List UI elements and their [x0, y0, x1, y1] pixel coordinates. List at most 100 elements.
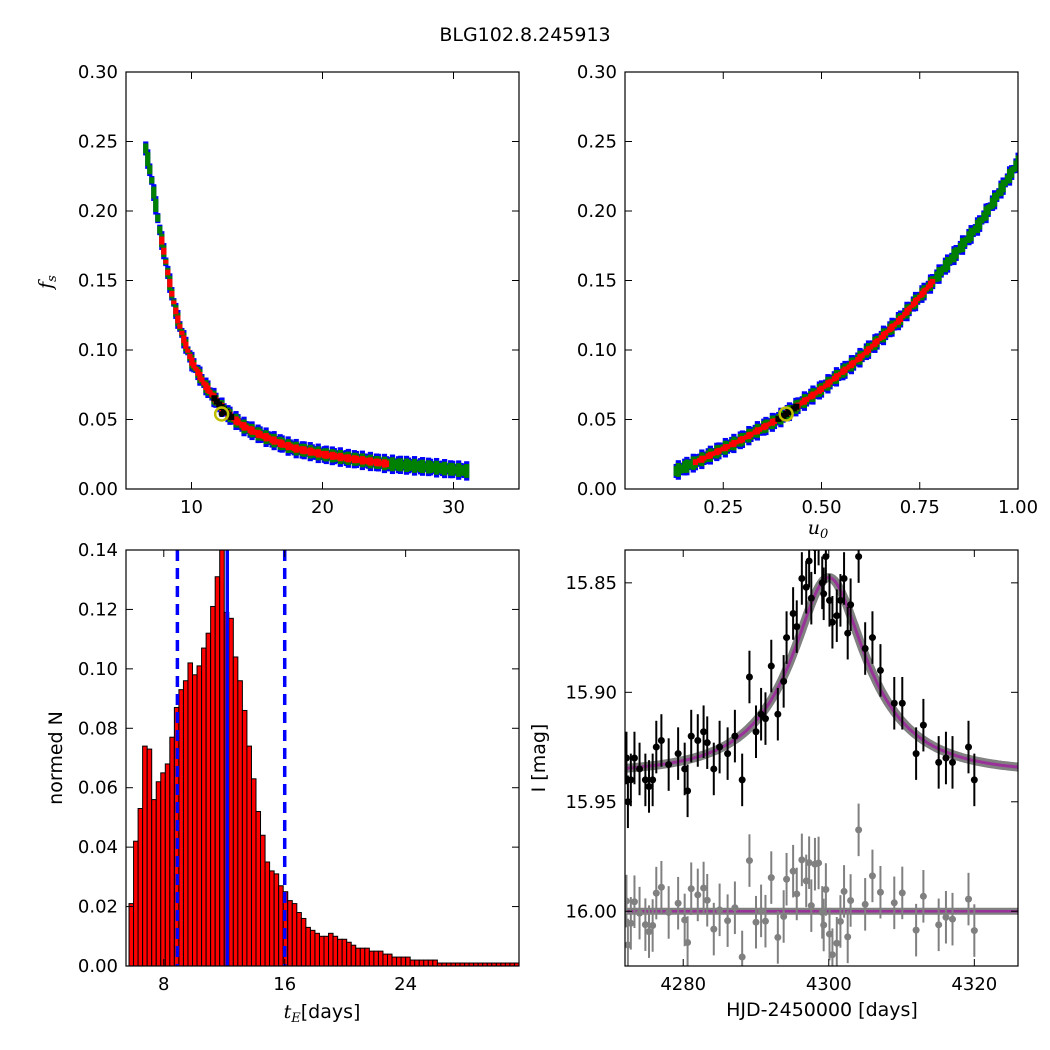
- data-point: [641, 776, 649, 784]
- data-point: [847, 601, 855, 609]
- residual-point: [665, 908, 673, 916]
- data-point: [694, 736, 702, 744]
- confidence-cell: [167, 278, 173, 288]
- hist-bar: [178, 689, 184, 967]
- hist-bar: [278, 885, 284, 967]
- y-tick-label: 0.14: [78, 540, 118, 561]
- residual-point: [890, 899, 898, 907]
- hist-bar: [187, 662, 194, 967]
- y-tick-label: 15.95: [565, 792, 617, 813]
- x-label-te-unit: [days]: [301, 1001, 361, 1023]
- data-point: [625, 754, 630, 762]
- fs-vs-te-panel: 10 20 30 0.00 0.05 0.10 0.15 0.20 0.25 0.30: [78, 62, 520, 518]
- residual-point: [898, 889, 906, 897]
- best-cell: [228, 414, 235, 421]
- hist-bar: [423, 959, 429, 967]
- confidence-cell: [199, 377, 205, 383]
- data-point: [840, 574, 848, 582]
- hist-bar: [201, 647, 207, 967]
- data-point: [684, 787, 692, 795]
- residual-point: [828, 951, 836, 959]
- residual-point: [681, 916, 689, 924]
- residual-point: [833, 939, 841, 947]
- hist-bar: [341, 938, 348, 967]
- confidence-cell: [900, 314, 906, 319]
- residual-point: [836, 917, 844, 925]
- confidence-cell: [197, 371, 203, 381]
- confidence-cell: [835, 372, 842, 378]
- data-point: [687, 732, 695, 740]
- residual-point: [822, 885, 830, 893]
- data-point: [761, 715, 769, 723]
- confidence-cell: [175, 315, 181, 324]
- data-point: [802, 583, 810, 591]
- hist-bar: [246, 745, 252, 967]
- data-point: [710, 765, 718, 773]
- hist-bar: [219, 549, 225, 967]
- hist-bar: [364, 947, 370, 967]
- data-point: [636, 765, 644, 773]
- confidence-cell: [171, 300, 177, 305]
- y-tick-label: 0.00: [78, 956, 118, 977]
- confidence-cell: [153, 198, 159, 212]
- confidence-cell: [850, 360, 857, 366]
- residual-point: [912, 926, 920, 934]
- confidence-cell: [1000, 179, 1006, 193]
- best-cell: [211, 395, 218, 402]
- data-point: [793, 623, 801, 631]
- best-cell: [793, 403, 800, 410]
- confidence-cell: [155, 214, 161, 222]
- hist-bar: [228, 617, 234, 967]
- data-point: [822, 553, 830, 561]
- hist-bar: [382, 953, 388, 967]
- residual-point: [868, 872, 876, 880]
- x-tick-label: 1.00: [998, 497, 1038, 518]
- data-point: [627, 776, 635, 784]
- hist-bar: [300, 917, 307, 967]
- y-tick-label: 0.06: [78, 778, 118, 799]
- data-point: [820, 590, 828, 598]
- data-point: [767, 662, 775, 670]
- x-tick-label: 10: [180, 497, 203, 518]
- x-tick-label: 4300: [806, 974, 852, 995]
- data-point: [630, 754, 638, 762]
- confidence-cell: [179, 330, 185, 336]
- residual-point: [652, 889, 660, 897]
- residual-point: [807, 902, 815, 910]
- hist-bar: [355, 947, 361, 967]
- hist-bar: [133, 840, 139, 967]
- y-tick-label: 0.25: [577, 132, 617, 153]
- hist-bar: [250, 778, 257, 967]
- confidence-cell: [149, 177, 155, 184]
- residual-point: [674, 899, 682, 907]
- residual-point: [731, 904, 739, 912]
- data-point: [833, 612, 841, 620]
- residual-point: [710, 925, 718, 933]
- data-point: [861, 645, 869, 653]
- lightcurve-panel: 4280 4300 4320 15.85 15.90 15.95 16.00: [565, 549, 1019, 995]
- y-tick-label: 0.05: [78, 410, 118, 431]
- data-point: [703, 739, 711, 747]
- residual-point: [687, 885, 695, 893]
- data-point: [645, 782, 653, 790]
- residual-point: [919, 892, 927, 900]
- data-point: [876, 666, 884, 674]
- hist-bar: [255, 810, 262, 967]
- confidence-cell: [977, 217, 983, 230]
- hist-bar: [196, 665, 203, 967]
- data-point: [844, 629, 852, 637]
- confidence-cell: [883, 330, 889, 336]
- y-tick-label: 16.00: [565, 901, 617, 922]
- data-point: [657, 736, 665, 744]
- hist-bar: [192, 674, 198, 967]
- y-tick-label: 0.20: [577, 201, 617, 222]
- residual-point: [783, 875, 791, 883]
- x-tick-label: 30: [442, 497, 465, 518]
- confidence-cell: [930, 278, 936, 285]
- confidence-cell: [193, 367, 199, 371]
- hist-bar: [373, 950, 379, 967]
- confidence-cell: [187, 353, 193, 360]
- y-label-normed-n: normed N: [45, 711, 67, 805]
- hist-bar: [318, 935, 325, 967]
- hist-bar: [305, 926, 311, 967]
